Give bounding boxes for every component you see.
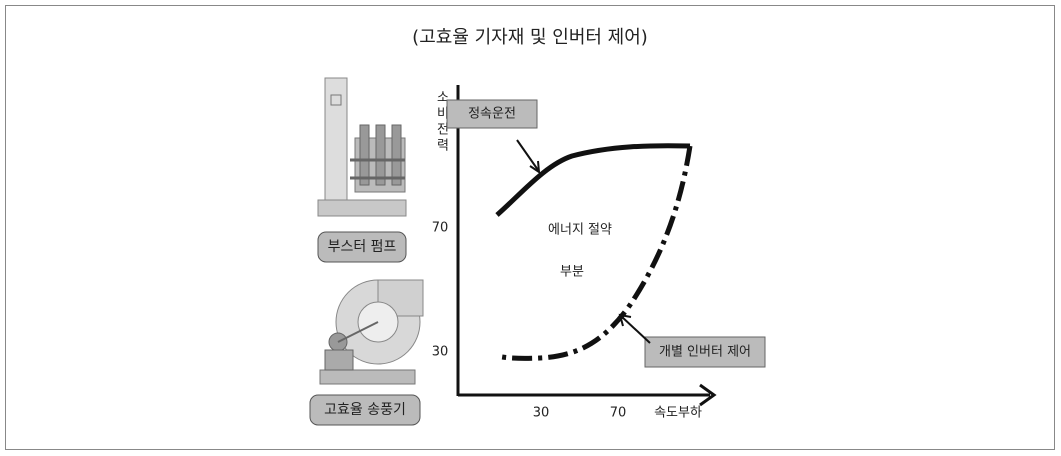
callout-arrowhead	[618, 313, 632, 327]
callout-arrow	[516, 139, 539, 171]
fan-image	[319, 279, 424, 385]
y-axis-label: 소비전력	[434, 90, 449, 154]
y-tick-label: 70	[432, 221, 449, 236]
savings-label: 에너지 절약	[548, 223, 612, 238]
frame	[5, 5, 1055, 450]
inverter-label-box	[644, 336, 766, 368]
booster-pump-label: 부스터 펌프	[328, 239, 397, 255]
x-tick-label: 30	[533, 406, 550, 421]
inverter-curve	[496, 145, 693, 361]
x-axis-arrow	[699, 383, 717, 407]
savings-label: 부분	[560, 265, 584, 280]
booster-pump-label-box	[317, 231, 407, 263]
fan-label-box	[309, 394, 421, 426]
title: (고효율 기자재 및 인버터 제어)	[412, 27, 648, 48]
constant-speed-label-box	[446, 99, 538, 129]
x-axis-label: 속도부하	[654, 406, 702, 421]
constant-speed-label: 정속운전	[468, 107, 516, 122]
callout-arrow	[620, 315, 651, 344]
inverter-label: 개별 인버터 제어	[659, 345, 751, 360]
booster-pump-image	[317, 77, 407, 217]
y-tick-label: 30	[432, 345, 449, 360]
x-tick-label: 70	[610, 406, 627, 421]
fan-label: 고효율 송풍기	[324, 402, 406, 418]
callout-arrowhead	[529, 160, 541, 174]
constant-speed-curve	[495, 143, 691, 217]
